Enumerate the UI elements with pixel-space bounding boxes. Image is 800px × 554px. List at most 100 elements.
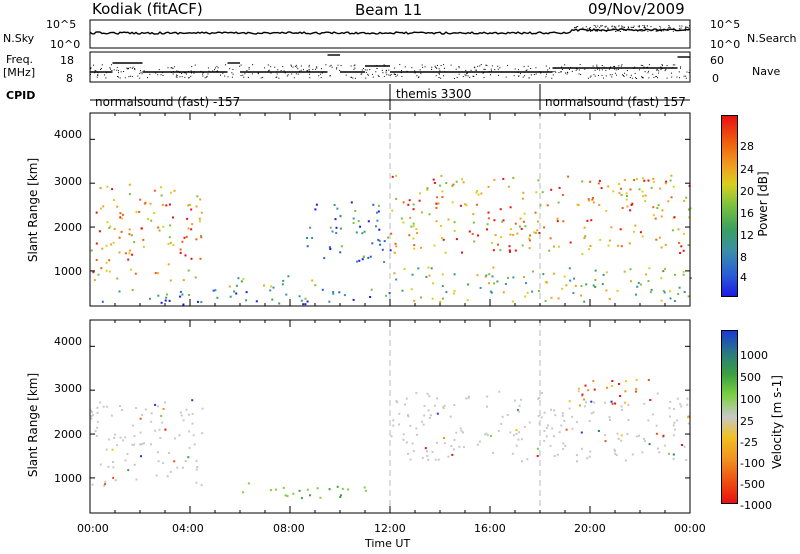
nave-dot xyxy=(561,68,563,70)
data-cell xyxy=(487,217,490,220)
nave-dot xyxy=(131,76,133,78)
nave-dot xyxy=(244,73,246,75)
nave-label: Nave xyxy=(752,65,781,78)
nsearch-dot xyxy=(660,29,662,31)
data-cell xyxy=(187,269,190,272)
x-tick: 20:00 xyxy=(574,522,606,535)
data-cell xyxy=(550,188,553,191)
data-cell xyxy=(568,400,571,403)
nave-dot xyxy=(472,75,474,77)
nave-dot xyxy=(300,65,302,67)
nave-dot xyxy=(514,68,516,70)
nave-dot xyxy=(488,71,490,73)
data-cell xyxy=(536,447,539,450)
data-cell xyxy=(563,275,566,278)
data-cell xyxy=(561,414,564,417)
data-cell xyxy=(618,183,620,185)
data-cell xyxy=(661,209,664,212)
nave-dot xyxy=(111,69,113,71)
nave-dot xyxy=(611,76,613,78)
data-cell xyxy=(485,432,488,435)
data-cell xyxy=(198,220,201,223)
data-cell xyxy=(131,289,134,291)
data-cell xyxy=(359,225,362,228)
nave-dot xyxy=(91,71,93,73)
data-cell xyxy=(441,273,444,276)
nave-dot xyxy=(584,68,586,70)
data-cell xyxy=(395,245,398,248)
data-cell xyxy=(652,180,655,183)
velocity-cb-tick: 500 xyxy=(740,371,761,384)
nave-dot xyxy=(490,70,492,72)
data-cell xyxy=(537,397,540,400)
nave-dot xyxy=(605,69,607,71)
data-cell xyxy=(583,405,586,408)
data-cell xyxy=(278,302,281,305)
data-cell xyxy=(138,210,141,213)
data-cell xyxy=(430,414,432,417)
nave-dot xyxy=(179,76,181,78)
data-cell xyxy=(587,389,590,392)
nave-dot xyxy=(644,71,646,73)
data-cell xyxy=(391,175,394,178)
data-cell xyxy=(544,300,547,302)
data-cell xyxy=(672,185,675,188)
nsearch-dot xyxy=(685,30,687,32)
data-cell xyxy=(526,458,529,461)
data-cell xyxy=(556,453,559,456)
data-cell xyxy=(453,439,456,441)
data-cell xyxy=(562,447,565,450)
nave-dot xyxy=(90,67,92,69)
data-cell xyxy=(512,233,515,236)
nave-dot xyxy=(381,69,383,71)
nave-dot xyxy=(350,76,352,78)
nave-dot xyxy=(648,77,650,79)
data-cell xyxy=(624,401,627,404)
nave-dot xyxy=(248,68,250,70)
nave-dot xyxy=(316,66,318,68)
nsearch-dot xyxy=(644,25,646,27)
data-cell xyxy=(518,225,521,228)
nave-dot xyxy=(482,72,484,74)
nave-dot xyxy=(480,64,482,66)
nave-dot xyxy=(438,73,440,75)
data-cell xyxy=(509,233,512,236)
data-cell xyxy=(191,399,194,402)
data-cell xyxy=(575,454,578,457)
nave-dot xyxy=(414,72,416,74)
nave-dot xyxy=(178,71,180,73)
data-cell xyxy=(212,289,215,292)
data-cell xyxy=(413,244,416,247)
velocity-colorbar xyxy=(721,330,738,504)
nave-dot xyxy=(329,75,331,77)
nave-dot xyxy=(127,68,129,70)
nave-dot xyxy=(518,75,520,77)
data-cell xyxy=(304,303,307,306)
data-cell xyxy=(504,283,507,285)
nsearch-dot xyxy=(589,26,591,28)
nave-dot xyxy=(240,64,242,66)
nave-dot xyxy=(683,75,685,77)
data-cell xyxy=(164,428,167,431)
data-cell xyxy=(354,209,357,212)
nave-dot xyxy=(353,68,355,70)
nave-dot xyxy=(440,64,442,66)
nave-dot xyxy=(535,67,537,69)
data-cell xyxy=(179,251,182,254)
nave-dot xyxy=(579,64,581,66)
data-cell xyxy=(191,412,194,415)
nave-dot xyxy=(372,76,374,78)
nave-dot xyxy=(547,71,549,73)
data-cell xyxy=(507,185,510,188)
nave-dot xyxy=(268,70,270,72)
data-cell xyxy=(510,228,512,231)
cpid-label: CPID xyxy=(6,89,36,102)
nsearch-dot xyxy=(679,25,681,27)
data-cell xyxy=(195,238,198,241)
data-cell xyxy=(92,413,95,416)
nave-dot xyxy=(257,73,259,75)
data-cell xyxy=(118,236,121,239)
data-cell xyxy=(383,240,386,243)
data-cell xyxy=(105,448,108,451)
data-cell xyxy=(199,257,202,260)
